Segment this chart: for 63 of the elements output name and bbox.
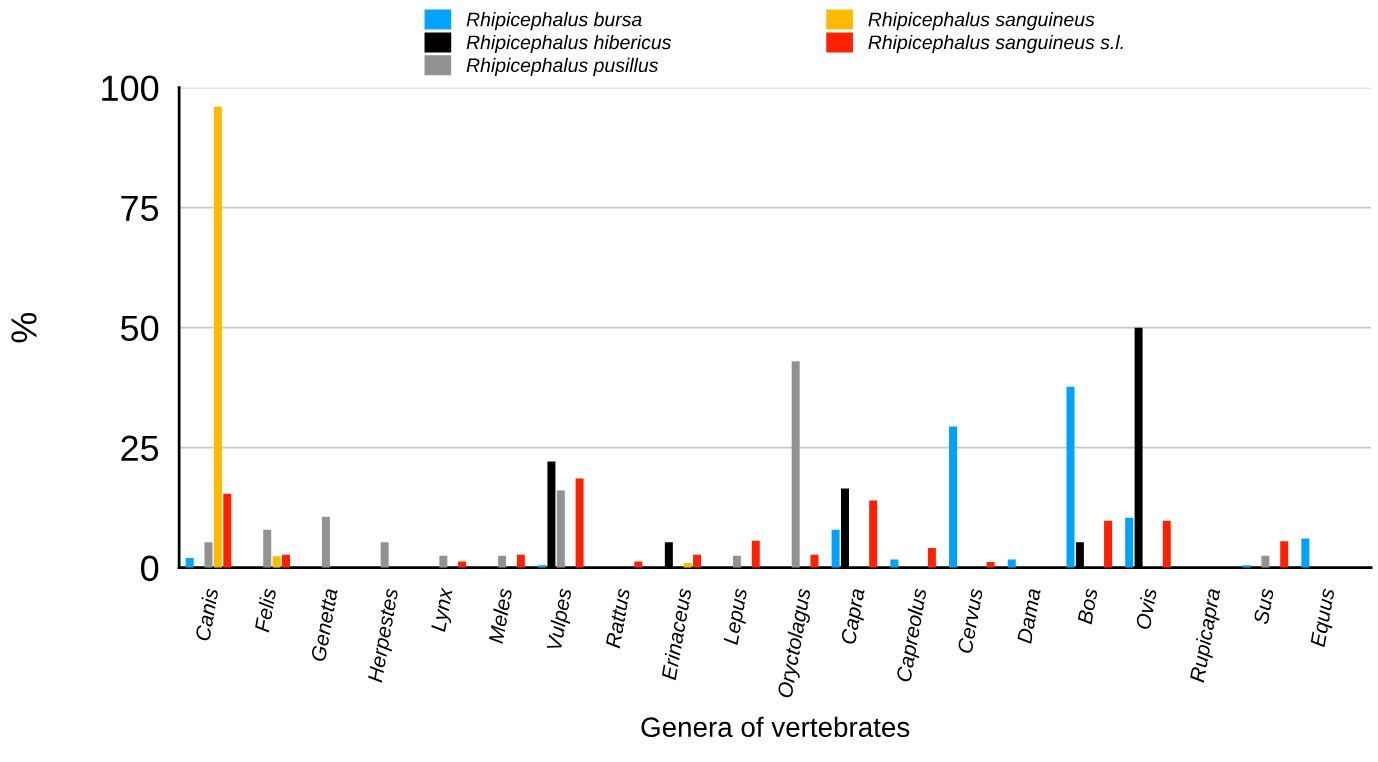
x-tick-label: Vulpes — [546, 587, 576, 652]
legend-label: Rhipicephalus sanguineus — [868, 12, 1095, 31]
x-tick-label: Lynx — [430, 586, 457, 633]
bar — [1162, 520, 1171, 568]
x-tick-label: Lepus — [723, 587, 752, 646]
bar — [791, 361, 800, 568]
y-tick-label: 50 — [120, 315, 159, 342]
bar — [1066, 386, 1075, 568]
x-tick-label: Ovis — [1135, 587, 1158, 630]
bar — [1301, 538, 1310, 568]
bar — [575, 478, 584, 568]
y-axis-title: % — [11, 312, 37, 343]
bar — [949, 426, 958, 568]
bar — [282, 554, 290, 568]
bar — [1280, 541, 1289, 568]
bar — [321, 516, 330, 568]
x-tick-label: Bos — [1077, 587, 1098, 625]
x-tick-label: Capreolus — [895, 587, 931, 683]
y-tick-label: 100 — [102, 75, 159, 102]
legend-label: Rhipicephalus bursa — [466, 12, 642, 31]
x-tick-label: Dama — [1017, 587, 1041, 644]
bar — [380, 542, 389, 568]
x-tick-label: Cervus — [957, 587, 983, 654]
x-tick-label: Canis — [194, 587, 219, 642]
bar — [272, 556, 281, 568]
x-tick-label: Erinaceus — [660, 587, 692, 681]
x-tick-label: Capra — [840, 587, 869, 646]
bar — [1125, 517, 1134, 568]
bar — [263, 529, 272, 568]
bar — [634, 561, 643, 568]
x-tick-label: Rupicapra — [1189, 587, 1225, 684]
x-tick-label: Oryctolagus — [776, 587, 815, 699]
x-tick-label: Felis — [253, 587, 277, 633]
bar — [498, 555, 507, 568]
legend-label: Rhipicephalus sanguineus s.l. — [868, 34, 1123, 54]
bar — [439, 555, 448, 568]
y-tick-label: 75 — [121, 195, 159, 222]
bar — [185, 558, 194, 568]
bar — [458, 561, 467, 568]
legend-label: Rhipicephalus hibericus — [466, 34, 672, 54]
x-tick-label: Sus — [1253, 587, 1274, 625]
bar — [213, 106, 222, 568]
y-tick-label: 0 — [141, 555, 159, 582]
bar — [927, 548, 936, 568]
bar — [810, 554, 819, 568]
bar — [751, 540, 760, 568]
x-tick-label: Rattus — [605, 587, 631, 649]
x-tick-label: Meles — [487, 587, 513, 644]
y-tick-label: 25 — [121, 435, 159, 462]
bar — [556, 490, 565, 568]
bar — [1261, 555, 1270, 568]
bar — [223, 493, 232, 568]
x-tick-label: Herpestes — [367, 587, 403, 684]
bar — [516, 554, 525, 568]
legend-label: Rhipicephalus pusillus — [466, 57, 659, 76]
x-tick-label: Genetta — [310, 587, 338, 662]
bar — [831, 529, 840, 568]
bar — [693, 554, 702, 568]
bar — [1104, 520, 1113, 568]
bar — [869, 500, 878, 568]
x-tick-label: Equus — [1310, 587, 1339, 649]
x-axis-title: Genera of vertebrates — [641, 716, 910, 738]
bar — [732, 555, 741, 568]
